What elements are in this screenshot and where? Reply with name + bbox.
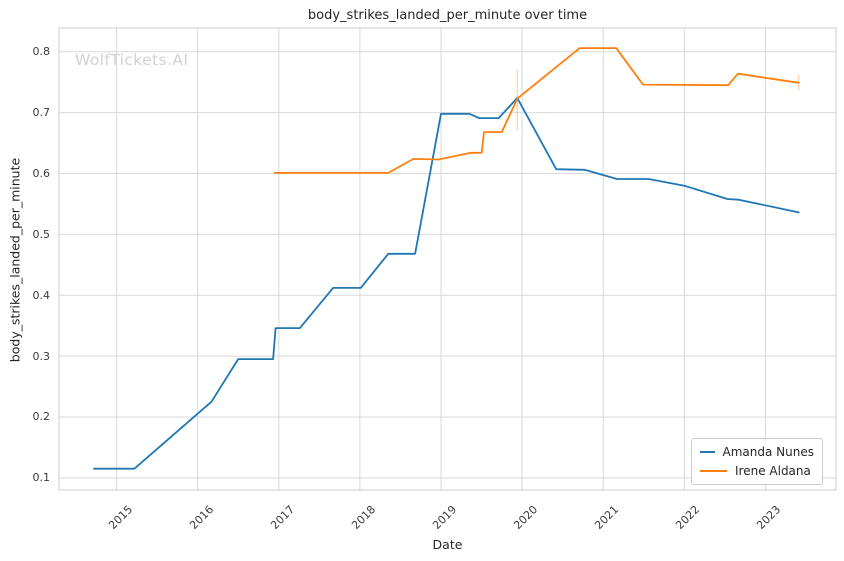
- chart-title: body_strikes_landed_per_minute over time: [307, 8, 588, 23]
- y-tick-label: 0.7: [32, 106, 51, 120]
- legend-item-irene-aldana: Irene Aldana: [700, 463, 814, 479]
- legend: Amanda Nunes Irene Aldana: [691, 438, 823, 485]
- legend-line-swatch-blue: [700, 451, 715, 453]
- y-tick-label: 0.1: [32, 471, 51, 485]
- y-tick-label: 0.3: [32, 349, 51, 363]
- series-line-irene-aldana: [273, 47, 800, 174]
- axes-frame: [58, 27, 837, 491]
- y-tick-label: 0.2: [32, 410, 51, 424]
- x-axis-label: Date: [432, 537, 463, 552]
- y-tick-label: 0.4: [32, 288, 51, 302]
- legend-label-irene-aldana: Irene Aldana: [735, 464, 811, 478]
- y-tick-label: 0.5: [32, 227, 51, 241]
- y-axis-label: body_strikes_landed_per_minute: [7, 157, 23, 363]
- legend-label-amanda-nunes: Amanda Nunes: [722, 445, 814, 459]
- y-tick-label: 0.8: [32, 45, 51, 59]
- y-tick-label: 0.6: [32, 166, 51, 180]
- series-line-amanda-nunes: [93, 97, 800, 470]
- legend-line-swatch-orange: [700, 470, 727, 472]
- legend-item-amanda-nunes: Amanda Nunes: [700, 444, 814, 460]
- watermark: WolfTickets.AI: [75, 51, 189, 69]
